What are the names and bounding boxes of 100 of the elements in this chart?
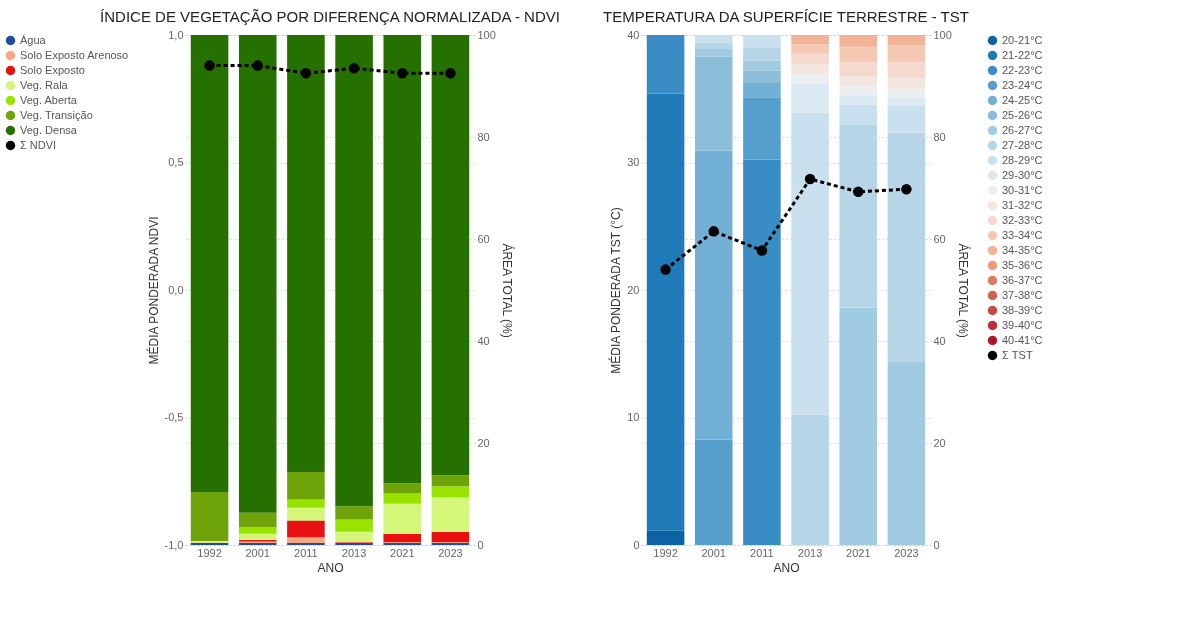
y-tick-label: 1,0 bbox=[168, 28, 184, 41]
bar bbox=[694, 56, 733, 151]
bar bbox=[238, 527, 277, 534]
bar bbox=[335, 506, 373, 520]
legend-label: Veg. Transição bbox=[20, 108, 93, 121]
bar bbox=[335, 35, 373, 507]
bar bbox=[743, 60, 781, 71]
legend-label: 32-33°C bbox=[1002, 213, 1043, 226]
bar bbox=[646, 530, 685, 545]
bar bbox=[431, 475, 470, 487]
legend-label: 30-31°C bbox=[1002, 183, 1043, 196]
y2-tick-label: 80 bbox=[933, 130, 946, 143]
y2-axis-title: ÁREA TOTAL (%) bbox=[955, 243, 971, 338]
legend-label: 34-35°C bbox=[1002, 243, 1043, 256]
bar bbox=[190, 491, 229, 541]
bar bbox=[694, 35, 733, 43]
y-tick-label: 30 bbox=[627, 156, 640, 168]
bar bbox=[887, 78, 926, 90]
point bbox=[901, 184, 912, 195]
legend-label: 31-32°C bbox=[1002, 198, 1043, 211]
legend-label: Σ TST bbox=[1002, 348, 1033, 361]
x-tick-label: 2023 bbox=[438, 546, 463, 559]
bar bbox=[887, 62, 926, 79]
bar bbox=[887, 89, 926, 98]
bar bbox=[646, 35, 685, 94]
bar bbox=[287, 520, 325, 538]
bar bbox=[791, 112, 829, 415]
x-tick-label: 2011 bbox=[294, 546, 318, 559]
bar bbox=[383, 493, 422, 504]
bar bbox=[887, 105, 926, 133]
legend-label: Água bbox=[20, 33, 47, 46]
bar bbox=[791, 44, 829, 54]
x-tick-label: 2001 bbox=[701, 546, 726, 559]
legend-label: 25-26°C bbox=[1002, 108, 1043, 121]
point bbox=[804, 173, 816, 185]
bar bbox=[287, 472, 325, 500]
bar bbox=[383, 35, 422, 484]
bar bbox=[431, 497, 470, 532]
legend-label: 40-41°C bbox=[1002, 333, 1043, 346]
x-tick-label: 2021 bbox=[846, 546, 871, 559]
bar bbox=[743, 97, 781, 160]
y-axis-title: MÉDIA PONDERADA TST (°C) bbox=[608, 207, 624, 374]
bar bbox=[287, 507, 325, 521]
bar bbox=[887, 361, 926, 545]
bar bbox=[887, 35, 926, 46]
x-tick-label: 2001 bbox=[245, 546, 270, 559]
y2-tick-label: 20 bbox=[933, 436, 946, 449]
x-tick-label: 2013 bbox=[341, 546, 367, 559]
bar bbox=[839, 104, 878, 125]
legend-label: Veg. Rala bbox=[20, 78, 69, 91]
x-tick-label: 1992 bbox=[197, 546, 222, 559]
y-tick-label: 10 bbox=[627, 411, 640, 423]
bar bbox=[383, 483, 422, 494]
x-tick-label: 2021 bbox=[390, 546, 415, 559]
legend-label: 24-25°C bbox=[1002, 93, 1043, 106]
chart-title: TEMPERATURA DA SUPERFÍCIE TERRESTRE - TST bbox=[603, 8, 969, 25]
bar bbox=[694, 42, 733, 49]
bar bbox=[791, 83, 829, 113]
y2-tick-label: 100 bbox=[933, 28, 952, 41]
y-tick-label: -0,5 bbox=[164, 411, 184, 423]
x-tick-label: 2023 bbox=[894, 546, 919, 559]
bar bbox=[791, 35, 829, 45]
y2-axis-title: ÁREA TOTAL (%) bbox=[499, 243, 515, 338]
bar bbox=[431, 531, 470, 542]
bar bbox=[238, 533, 277, 540]
legend-label: 39-40°C bbox=[1002, 318, 1043, 331]
bar bbox=[743, 35, 781, 48]
bar bbox=[887, 132, 926, 362]
bar bbox=[839, 124, 878, 308]
bar bbox=[791, 64, 829, 75]
bar bbox=[887, 45, 926, 63]
point bbox=[853, 186, 864, 198]
bar bbox=[694, 150, 733, 440]
legend-label: 38-39°C bbox=[1002, 303, 1043, 316]
legend-label: 29-30°C bbox=[1002, 168, 1043, 181]
y2-tick-label: 60 bbox=[477, 232, 490, 245]
bar bbox=[335, 519, 373, 532]
bar bbox=[190, 35, 229, 492]
legend-label: 23-24°C bbox=[1002, 78, 1043, 91]
point bbox=[756, 245, 768, 256]
bar bbox=[743, 47, 781, 61]
y2-tick-label: 0 bbox=[477, 538, 484, 551]
x-tick-label: 1992 bbox=[653, 546, 678, 559]
y-tick-label: 20 bbox=[627, 283, 640, 296]
bar bbox=[383, 533, 422, 542]
legend-label: 33-34°C bbox=[1002, 228, 1043, 241]
x-tick-label: 2011 bbox=[750, 546, 774, 559]
y2-tick-label: 20 bbox=[477, 436, 490, 449]
bar bbox=[839, 62, 878, 77]
bar bbox=[743, 70, 781, 83]
legend-label: 37-38°C bbox=[1002, 288, 1043, 301]
point bbox=[660, 264, 671, 275]
legend-label: 26-27°C bbox=[1002, 123, 1043, 136]
bar bbox=[839, 307, 878, 545]
y2-tick-label: 40 bbox=[477, 334, 490, 347]
bar bbox=[431, 486, 470, 498]
y-axis-title: MÉDIA PONDERADA NDVI bbox=[145, 216, 161, 365]
bar bbox=[791, 414, 829, 545]
y-tick-label: 0,5 bbox=[168, 156, 184, 168]
bar bbox=[839, 86, 878, 96]
